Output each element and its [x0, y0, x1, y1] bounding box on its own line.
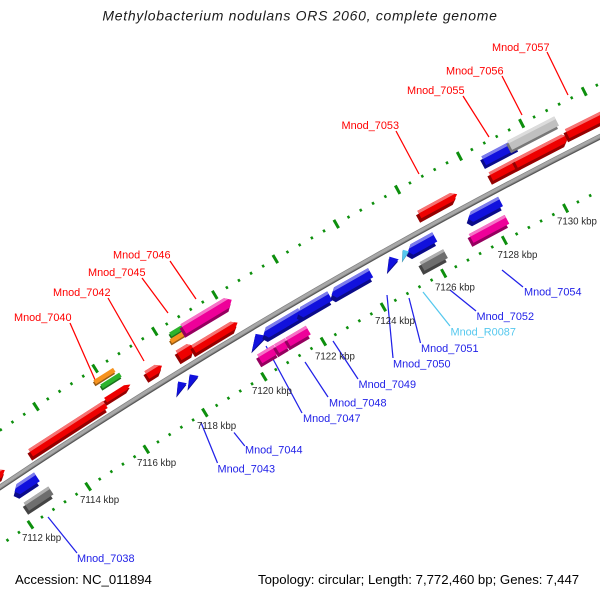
svg-text:Mnod_7046: Mnod_7046: [113, 250, 171, 262]
svg-text:Methylobacterium nodulans ORS: Methylobacterium nodulans ORS 2060, comp…: [102, 8, 497, 24]
svg-text:Mnod_7053: Mnod_7053: [342, 120, 400, 132]
svg-text:7112 kbp: 7112 kbp: [22, 533, 61, 544]
svg-text:Mnod_7047: Mnod_7047: [303, 413, 361, 425]
svg-text:Mnod_7040: Mnod_7040: [14, 312, 72, 324]
svg-text:7116 kbp: 7116 kbp: [137, 458, 176, 469]
svg-text:7122 kbp: 7122 kbp: [315, 352, 355, 363]
svg-text:Mnod_7052: Mnod_7052: [477, 311, 535, 323]
svg-text:Mnod_7049: Mnod_7049: [359, 379, 417, 391]
svg-text:Mnod_7050: Mnod_7050: [393, 359, 451, 371]
svg-text:Mnod_7054: Mnod_7054: [524, 287, 582, 299]
svg-text:Mnod_7055: Mnod_7055: [407, 85, 465, 97]
svg-text:Topology: circular; Length: 7,: Topology: circular; Length: 7,772,460 bp…: [258, 572, 579, 587]
svg-text:7118 kbp: 7118 kbp: [197, 421, 236, 432]
svg-text:7114 kbp: 7114 kbp: [80, 495, 119, 506]
svg-text:Accession: NC_011894: Accession: NC_011894: [15, 572, 152, 587]
svg-text:Mnod_7051: Mnod_7051: [421, 343, 479, 355]
svg-text:Mnod_R0087: Mnod_R0087: [451, 327, 516, 339]
svg-text:Mnod_7044: Mnod_7044: [245, 445, 303, 457]
svg-text:Mnod_7043: Mnod_7043: [218, 464, 276, 476]
svg-text:Mnod_7057: Mnod_7057: [492, 42, 550, 54]
svg-text:Mnod_7042: Mnod_7042: [53, 287, 111, 299]
svg-text:7128 kbp: 7128 kbp: [498, 250, 538, 261]
svg-text:7130 kbp: 7130 kbp: [557, 217, 597, 228]
svg-text:Mnod_7038: Mnod_7038: [77, 553, 135, 565]
svg-text:7126 kbp: 7126 kbp: [435, 283, 475, 294]
svg-text:Mnod_7056: Mnod_7056: [446, 66, 504, 78]
svg-text:Mnod_7048: Mnod_7048: [329, 398, 387, 410]
svg-text:Mnod_7045: Mnod_7045: [88, 267, 146, 279]
svg-text:7120 kbp: 7120 kbp: [252, 386, 292, 397]
svg-text:7124 kbp: 7124 kbp: [375, 316, 415, 327]
